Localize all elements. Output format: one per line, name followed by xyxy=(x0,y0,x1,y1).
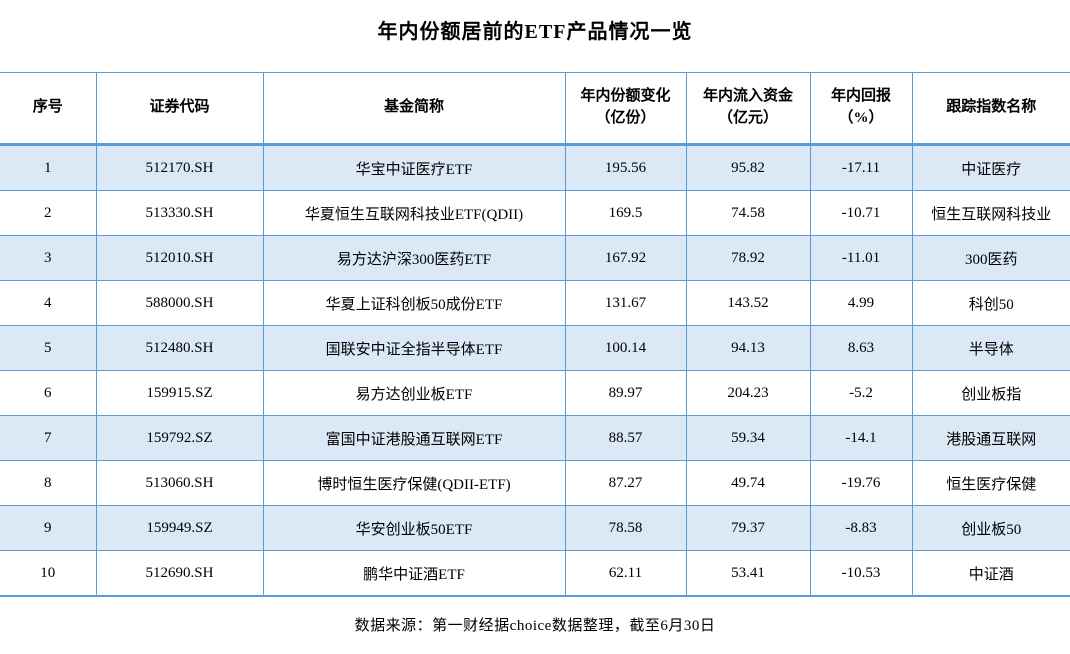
table-cell: 9 xyxy=(0,505,97,551)
table-cell: 7 xyxy=(0,415,97,461)
table-cell: 87.27 xyxy=(564,460,687,506)
table-cell: 博时恒生医疗保健(QDII-ETF) xyxy=(262,460,566,506)
table-cell: 53.41 xyxy=(685,550,811,597)
table-cell: 88.57 xyxy=(564,415,687,461)
table-cell: 1 xyxy=(0,144,97,191)
table-cell: 49.74 xyxy=(685,460,811,506)
table-cell: 中证酒 xyxy=(911,550,1070,597)
table-row: 2 513330.SH 华夏恒生互联网科技业ETF(QDII) 169.5 74.58-… xyxy=(0,190,1070,236)
table-cell: 513330.SH xyxy=(95,190,264,236)
table-cell: 100.14 xyxy=(564,325,687,371)
table-cell: 195.56 xyxy=(564,144,687,191)
table-cell: 3 xyxy=(0,235,97,281)
table-cell: -11.01 xyxy=(809,235,913,281)
table-cell: 易方达创业板ETF xyxy=(262,370,566,416)
table-cell: 8 xyxy=(0,460,97,506)
table-cell: 159792.SZ xyxy=(95,415,264,461)
column-header-index: 序号 xyxy=(0,72,97,146)
table-row: 10 512690.SH 鹏华中证酒ETF 62.11 53.41 -10.53 中证酒 xyxy=(0,550,1070,597)
table-cell: 创业板50 xyxy=(911,505,1070,551)
table-cell: -10.53 xyxy=(809,550,913,597)
table-cell: -10.71 xyxy=(809,190,913,236)
table-cell: 华安创业板50ETF xyxy=(262,505,566,551)
table-cell: 512170.SH xyxy=(95,144,264,191)
table-cell: 62.11 xyxy=(564,550,687,597)
table-cell: 300医药 xyxy=(911,235,1070,281)
table-cell: 513060.SH xyxy=(95,460,264,506)
table-cell: 512480.SH xyxy=(95,325,264,371)
table-cell: 4.99 xyxy=(809,280,913,326)
column-header-index-name: 跟踪指数名称 xyxy=(911,72,1070,146)
table-cell: -14.1 xyxy=(809,415,913,461)
table-cell: 159949.SZ xyxy=(95,505,264,551)
table-cell: 易方达沪深300医药ETF xyxy=(262,235,566,281)
table-cell: 79.37 xyxy=(685,505,811,551)
table-cell: 4 xyxy=(0,280,97,326)
table-cell: 159915.SZ xyxy=(95,370,264,416)
table-cell: 74.58 xyxy=(685,190,811,236)
table-cell: 半导体 xyxy=(911,325,1070,371)
table-row: 8 513060.SH 博时恒生医疗保健(QDII-ETF) 87.27 49.74 -1… xyxy=(0,460,1070,506)
table-cell: 78.92 xyxy=(685,235,811,281)
table-row: 5 512480.SH 国联安中证全指半导体ETF 100.14 94.13 8.63 半导… xyxy=(0,325,1070,371)
table-cell: 华夏恒生互联网科技业ETF(QDII) xyxy=(262,190,566,236)
table-cell: 5 xyxy=(0,325,97,371)
table-cell: 港股通互联网 xyxy=(911,415,1070,461)
table-row: 1 512170.SH 华宝中证医疗ETF 195.56 95.82 -17.11 中证医疗 xyxy=(0,144,1070,191)
table-cell: 512690.SH xyxy=(95,550,264,597)
table-cell: 富国中证港股通互联网ETF xyxy=(262,415,566,461)
table-header-row: 序号 证券代码 基金简称 年内份额变化 （亿份） 年内流入资金 （亿元） 年内回… xyxy=(0,72,1070,146)
table-cell: 恒生医疗保健 xyxy=(911,460,1070,506)
table-cell: 国联安中证全指半导体ETF xyxy=(262,325,566,371)
table-cell: -17.11 xyxy=(809,144,913,191)
column-header-return: 年内回报 （%） xyxy=(809,72,913,146)
table-cell: 科创50 xyxy=(911,280,1070,326)
table-cell: 10 xyxy=(0,550,97,597)
table-row: 3 512010.SH 易方达沪深300医药ETF 167.92 78.92 -11.01… xyxy=(0,235,1070,281)
table-cell: 167.92 xyxy=(564,235,687,281)
table-cell: 512010.SH xyxy=(95,235,264,281)
table-cell: -19.76 xyxy=(809,460,913,506)
table-cell: 89.97 xyxy=(564,370,687,416)
table-row: 6 159915.SZ 易方达创业板ETF 89.97 204.23 -5.2 创业板指 xyxy=(0,370,1070,416)
table-cell: 143.52 xyxy=(685,280,811,326)
table-cell: 59.34 xyxy=(685,415,811,461)
table-row: 9 159949.SZ 华安创业板50ETF 78.58 79.37 -8.83 创业板50 xyxy=(0,505,1070,551)
etf-table: 序号 证券代码 基金简称 年内份额变化 （亿份） 年内流入资金 （亿元） 年内回… xyxy=(0,72,1070,597)
source-note: 数据来源：第一财经据choice数据整理，截至6月30日 xyxy=(354,618,716,634)
table-row: 7 159792.SZ 富国中证港股通互联网ETF 88.57 59.34 -14.1 港股… xyxy=(0,415,1070,461)
table-cell: 华宝中证医疗ETF xyxy=(262,144,566,191)
table-cell: 6 xyxy=(0,370,97,416)
table-cell: 95.82 xyxy=(685,144,811,191)
table-cell: 恒生互联网科技业 xyxy=(911,190,1070,236)
column-header-share-change: 年内份额变化 （亿份） xyxy=(564,72,687,146)
table-cell: 华夏上证科创板50成份ETF xyxy=(262,280,566,326)
table-cell: 创业板指 xyxy=(911,370,1070,416)
table-cell: 588000.SH xyxy=(95,280,264,326)
table-row: 4 588000.SH 华夏上证科创板50成份ETF 131.67 143.52 4.99… xyxy=(0,280,1070,326)
page-title: 年内份额居前的ETF产品情况一览 xyxy=(377,21,693,43)
table-cell: -5.2 xyxy=(809,370,913,416)
table-cell: 131.67 xyxy=(564,280,687,326)
table-cell: 204.23 xyxy=(685,370,811,416)
column-header-fund-name: 基金简称 xyxy=(262,72,566,146)
table-cell: 2 xyxy=(0,190,97,236)
table-cell: -8.83 xyxy=(809,505,913,551)
table-cell: 中证医疗 xyxy=(911,144,1070,191)
table-header: 序号 证券代码 基金简称 年内份额变化 （亿份） 年内流入资金 （亿元） 年内回… xyxy=(0,72,1070,146)
table-cell: 8.63 xyxy=(809,325,913,371)
table-cell: 鹏华中证酒ETF xyxy=(262,550,566,597)
table-cell: 169.5 xyxy=(564,190,687,236)
column-header-inflow: 年内流入资金 （亿元） xyxy=(685,72,811,146)
table-cell: 94.13 xyxy=(685,325,811,371)
table-cell: 78.58 xyxy=(564,505,687,551)
table-body: 1 512170.SH 华宝中证医疗ETF 195.56 95.82 -17.11 中证医疗… xyxy=(0,144,1070,597)
column-header-code: 证券代码 xyxy=(95,72,264,146)
